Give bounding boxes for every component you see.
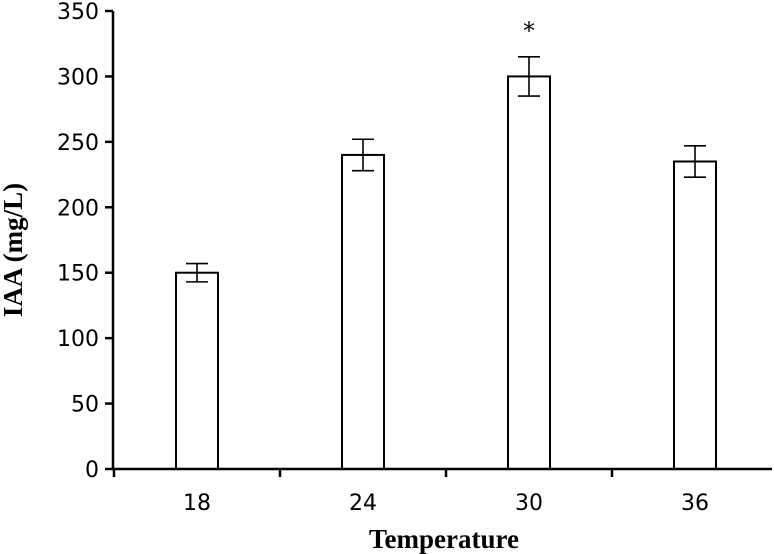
bar-30 <box>507 75 551 471</box>
x-tick-label: 36 <box>681 491 709 516</box>
bar-36 <box>673 160 717 470</box>
y-axis-title: IAA (mg/L) <box>0 183 28 317</box>
x-tick-label: 30 <box>515 491 543 516</box>
annotations-group: * <box>523 17 535 45</box>
y-tick-label: 200 <box>57 196 99 221</box>
bar-24 <box>341 153 385 470</box>
y-tick-label: 100 <box>57 327 99 352</box>
error-bars-group <box>186 55 706 283</box>
x-axis-ticks: 18 24 30 36 <box>112 469 709 516</box>
x-tick-label: 24 <box>349 491 377 516</box>
x-tick-label: 18 <box>183 491 211 516</box>
y-tick-label: 250 <box>57 131 99 156</box>
y-tick-label: 50 <box>71 393 99 418</box>
bars-group <box>175 75 717 471</box>
x-axis-title: Temperature <box>369 524 519 554</box>
y-tick-label: 300 <box>57 65 99 90</box>
y-tick-label: 0 <box>85 458 99 483</box>
significance-marker: * <box>523 17 535 45</box>
y-tick-label: 350 <box>57 0 99 25</box>
y-tick-label: 150 <box>57 262 99 287</box>
bar-18 <box>175 271 219 471</box>
y-axis-ticks: 0 50 100 150 200 250 300 350 <box>57 0 113 483</box>
